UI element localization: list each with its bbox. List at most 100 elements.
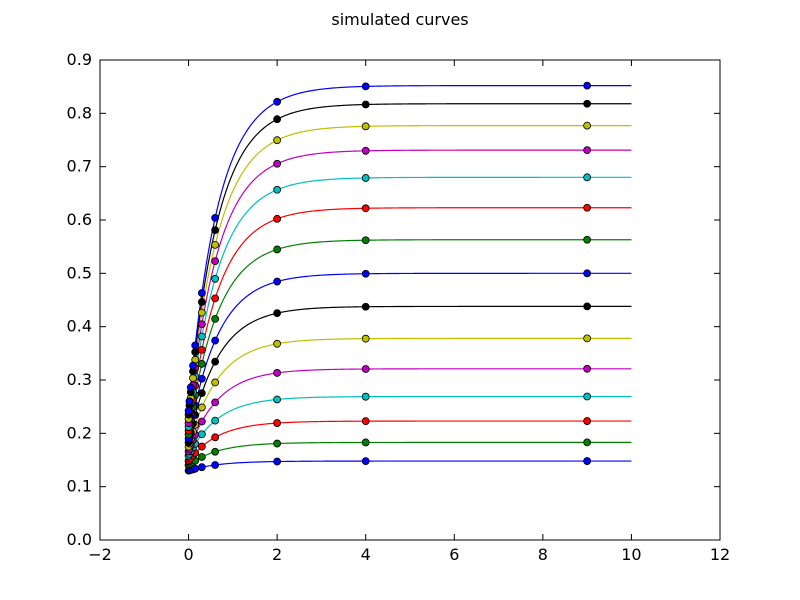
data-point-5-9 xyxy=(361,365,370,373)
data-point-11-6 xyxy=(197,332,206,341)
data-point-10-8 xyxy=(273,214,282,223)
series-line-8 xyxy=(187,272,632,439)
x-tick-label: 0 xyxy=(183,545,193,564)
data-point-4-6 xyxy=(197,430,206,439)
data-point-1-8 xyxy=(273,457,282,466)
data-point-9-8 xyxy=(273,245,282,254)
data-point-8-8 xyxy=(273,277,282,286)
data-point-15-3 xyxy=(186,383,195,392)
data-point-1-7 xyxy=(211,461,220,469)
data-point-15-1 xyxy=(184,407,193,415)
data-point-6-10 xyxy=(583,334,592,343)
y-tick-label: 0.0 xyxy=(67,530,92,549)
data-point-8-6 xyxy=(197,374,206,383)
data-point-14-7 xyxy=(211,226,220,235)
data-point-11-8 xyxy=(273,185,282,194)
data-point-4-7 xyxy=(211,416,220,425)
data-point-2-7 xyxy=(211,447,220,456)
series-line-7 xyxy=(187,305,632,443)
data-point-2-6 xyxy=(197,453,206,461)
data-point-9-9 xyxy=(361,236,370,245)
data-point-1-6 xyxy=(197,463,206,472)
data-point-12-10 xyxy=(583,146,592,155)
y-tick-label: 0.8 xyxy=(67,103,92,122)
data-point-4-10 xyxy=(583,392,592,401)
series-line-10 xyxy=(187,207,632,431)
y-tick-label: 0.3 xyxy=(67,370,92,389)
data-point-3-8 xyxy=(273,419,282,427)
data-point-15-4 xyxy=(189,361,197,370)
data-point-5-7 xyxy=(211,398,220,407)
chart-title: simulated curves xyxy=(331,10,469,29)
data-point-7-6 xyxy=(197,389,206,398)
series-line-12 xyxy=(187,149,632,424)
data-point-11-10 xyxy=(583,173,592,182)
markers-layer xyxy=(184,81,592,475)
data-point-14-9 xyxy=(361,100,370,109)
data-point-15-10 xyxy=(583,81,592,90)
data-point-8-7 xyxy=(211,336,220,345)
series-line-5 xyxy=(188,368,632,452)
data-point-10-6 xyxy=(197,345,206,354)
data-point-7-8 xyxy=(273,309,282,318)
data-point-1-10 xyxy=(583,457,592,465)
data-point-2-10 xyxy=(583,438,592,447)
series-line-13 xyxy=(187,125,632,419)
data-point-13-4 xyxy=(189,374,197,382)
series-line-15 xyxy=(187,85,632,411)
data-point-6-6 xyxy=(197,403,206,412)
data-point-10-7 xyxy=(211,294,220,303)
x-tick-label: −2 xyxy=(88,545,112,564)
data-point-15-7 xyxy=(211,213,220,222)
data-point-8-9 xyxy=(361,269,370,278)
data-point-15-6 xyxy=(197,289,206,297)
y-tick-label: 0.5 xyxy=(67,263,92,282)
data-point-14-10 xyxy=(583,99,592,108)
data-point-15-2 xyxy=(185,397,194,406)
data-point-5-8 xyxy=(273,369,282,377)
data-point-13-6 xyxy=(197,308,206,317)
axes-frame xyxy=(99,59,721,541)
data-point-3-6 xyxy=(197,442,206,451)
series-line-11 xyxy=(187,176,632,428)
data-point-14-5 xyxy=(191,348,200,356)
x-tick-label: 2 xyxy=(272,545,282,564)
tick-labels-layer: −2 0 2 4 6 8 10 12 0.0 0.1 0.2 0.3 0.4 0.5 0.6 0.7 0.8 0.… xyxy=(67,50,731,564)
data-point-6-9 xyxy=(361,334,370,343)
data-point-9-6 xyxy=(197,359,206,368)
data-point-5-10 xyxy=(583,364,592,373)
y-tick-label: 0.7 xyxy=(67,157,92,176)
data-point-4-9 xyxy=(361,392,370,401)
series-line-6 xyxy=(187,337,632,447)
data-point-13-10 xyxy=(583,121,592,130)
data-point-13-8 xyxy=(273,136,282,145)
data-point-3-9 xyxy=(361,417,370,426)
data-point-11-7 xyxy=(211,274,220,283)
data-point-7-9 xyxy=(361,302,370,311)
data-point-9-10 xyxy=(583,235,592,244)
series-line-4 xyxy=(188,395,632,457)
y-tick-label: 0.4 xyxy=(67,317,92,336)
data-point-5-6 xyxy=(197,417,206,426)
data-point-15-5 xyxy=(191,341,200,350)
y-tick-label: 0.9 xyxy=(67,50,92,69)
data-point-7-7 xyxy=(211,357,220,366)
data-point-13-7 xyxy=(211,240,220,249)
y-tick-label: 0.1 xyxy=(67,477,92,496)
data-point-2-9 xyxy=(361,438,370,447)
x-tick-label: 10 xyxy=(621,545,641,564)
data-point-6-7 xyxy=(211,378,220,387)
data-point-9-7 xyxy=(211,314,220,323)
x-tick-label: 12 xyxy=(710,545,730,564)
series-line-1 xyxy=(188,460,632,472)
data-point-12-7 xyxy=(211,257,220,266)
data-point-6-8 xyxy=(273,339,282,348)
data-point-12-8 xyxy=(273,159,282,168)
data-point-14-8 xyxy=(273,115,282,124)
data-point-12-6 xyxy=(197,320,206,329)
data-point-11-9 xyxy=(361,174,370,182)
x-tick-label: 8 xyxy=(538,545,548,564)
y-tick-label: 0.6 xyxy=(67,210,92,229)
